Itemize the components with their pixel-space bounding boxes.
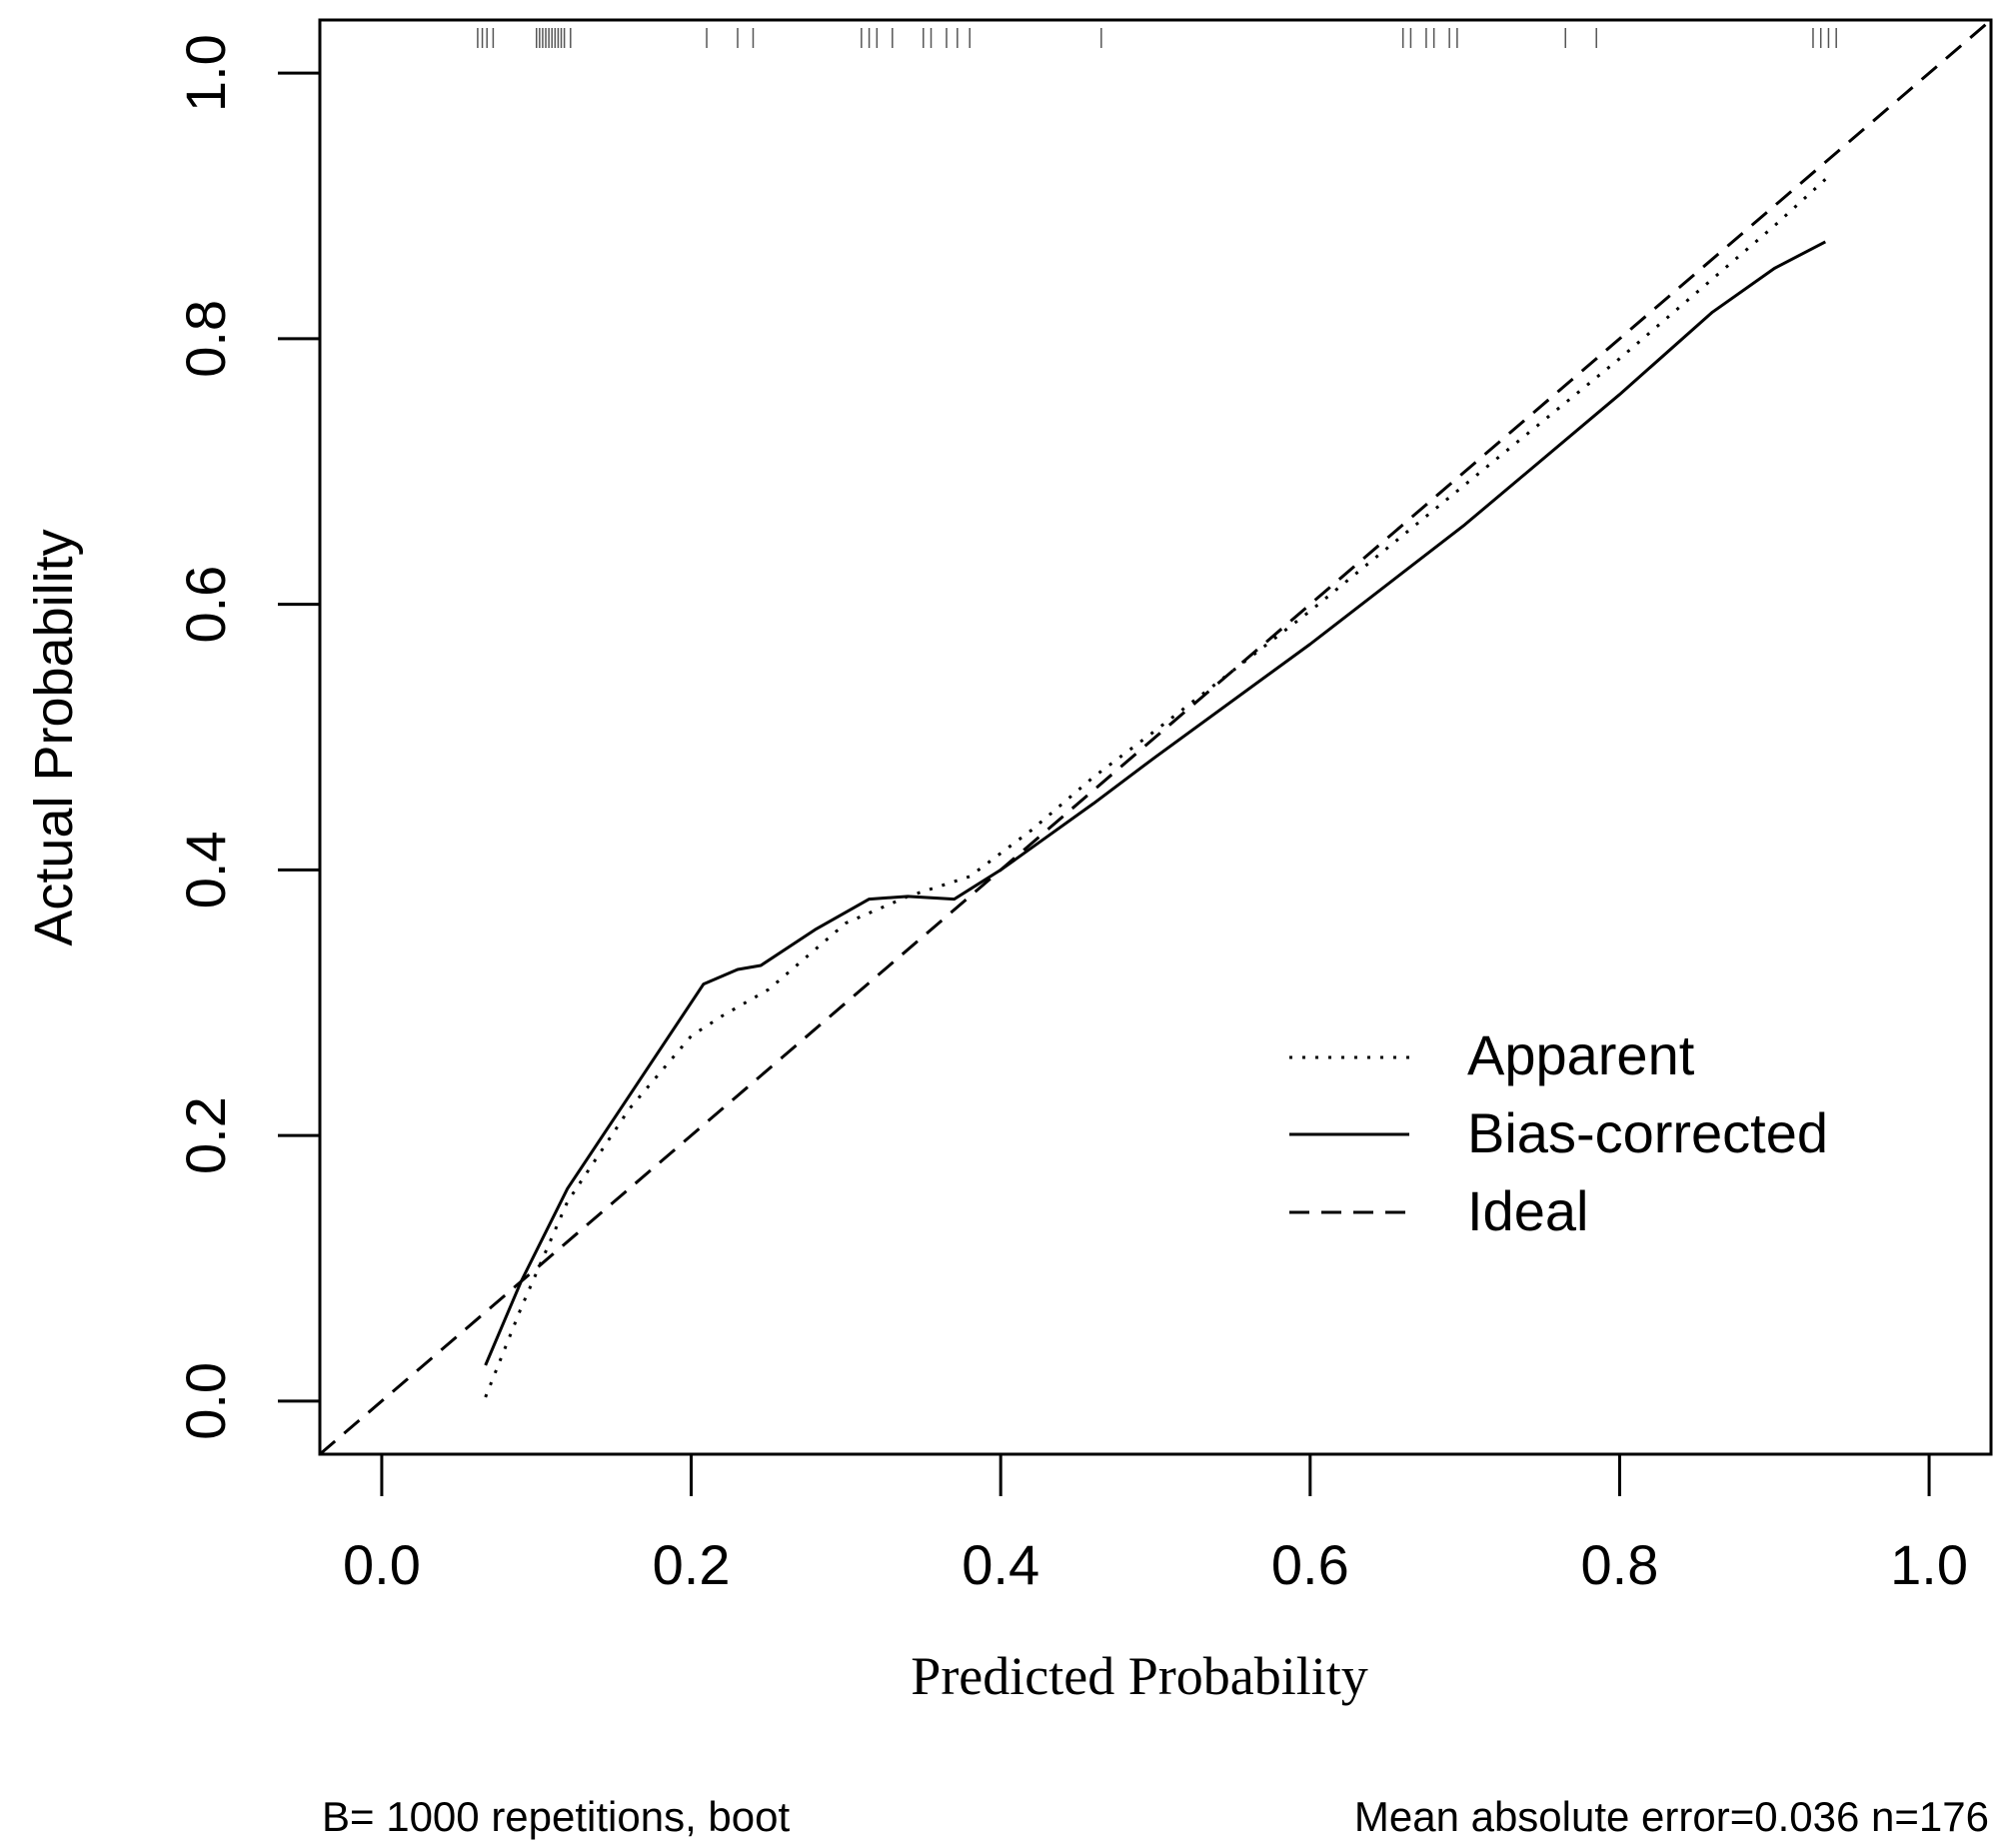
legend: Apparent Bias-corrected Ideal — [1289, 1023, 1828, 1242]
y-tick-label: 1.0 — [174, 34, 237, 112]
rug-marks — [477, 28, 1837, 48]
series-line-apparent — [484, 178, 1827, 1398]
legend-label-apparent: Apparent — [1467, 1023, 1695, 1086]
legend-label-ideal: Ideal — [1467, 1179, 1588, 1242]
y-tick-label: 0.0 — [174, 1362, 237, 1440]
y-tick-label: 0.4 — [174, 831, 237, 909]
x-axis-label: Predicted Probability — [911, 1646, 1367, 1706]
footer-left-note: B= 1000 repetitions, boot — [322, 1793, 791, 1840]
footer-right-note: Mean absolute error=0.036 n=176 — [1354, 1793, 1989, 1840]
series-line-ideal — [319, 18, 1992, 1456]
y-tick-label: 0.2 — [174, 1096, 237, 1174]
x-tick-label: 0.2 — [653, 1533, 731, 1596]
y-tick-label: 0.8 — [174, 300, 237, 378]
series-line-bias-corrected — [484, 240, 1826, 1366]
x-axis: 0.0 0.2 0.4 0.6 0.8 1.0 — [343, 1452, 1968, 1596]
y-axis-label: Actual Probability — [24, 529, 84, 945]
y-axis: 0.0 0.2 0.4 0.6 0.8 1.0 — [174, 34, 322, 1440]
series-lines — [319, 18, 1992, 1456]
y-tick-label: 0.6 — [174, 566, 237, 644]
x-tick-label: 0.8 — [1581, 1533, 1659, 1596]
x-tick-label: 0.0 — [343, 1533, 421, 1596]
x-tick-label: 0.4 — [962, 1533, 1039, 1596]
x-tick-label: 0.6 — [1271, 1533, 1349, 1596]
x-tick-label: 1.0 — [1890, 1533, 1968, 1596]
legend-label-bias-corrected: Bias-corrected — [1467, 1101, 1828, 1164]
